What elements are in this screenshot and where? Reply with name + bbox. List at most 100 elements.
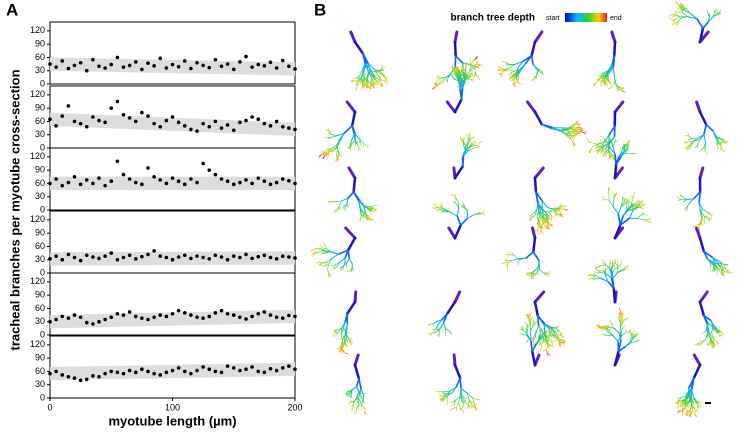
data-point <box>128 64 132 68</box>
tree-branch <box>720 271 722 273</box>
x-tick-label: 100 <box>165 402 180 412</box>
tree-branch <box>693 410 695 414</box>
data-point <box>195 254 199 258</box>
tree-branch <box>372 71 378 72</box>
tree-branch <box>502 61 505 62</box>
tree-branch <box>324 242 325 245</box>
tree-branch <box>366 145 368 148</box>
tree-branch <box>679 199 683 200</box>
tree-branch <box>455 100 461 112</box>
tree-branch <box>480 65 483 66</box>
tree-branch <box>460 378 461 388</box>
tree-branch <box>463 155 464 166</box>
data-point <box>232 313 236 317</box>
data-point <box>158 313 162 317</box>
data-point <box>244 317 248 321</box>
y-tick-label: 0 <box>40 329 45 339</box>
data-point <box>201 122 205 126</box>
tree-branch <box>352 387 357 390</box>
tree-branch <box>594 271 597 273</box>
tree-branch <box>550 345 553 346</box>
data-point <box>263 253 267 257</box>
tree-branch <box>609 200 613 206</box>
tree-branch <box>370 219 372 222</box>
data-point <box>134 257 138 261</box>
tree-branch <box>677 406 679 409</box>
data-point <box>48 257 52 261</box>
tree-branch <box>531 341 532 351</box>
tree-branch <box>541 231 544 234</box>
tree-branch <box>631 199 632 204</box>
tree-branch <box>444 323 446 329</box>
data-point <box>287 126 291 130</box>
data-point <box>207 257 211 261</box>
tree-branch <box>467 215 473 218</box>
data-point <box>220 126 224 130</box>
data-point <box>269 183 273 187</box>
data-point <box>79 183 83 187</box>
data-point <box>287 314 291 318</box>
tree-branch <box>476 147 479 148</box>
tree-branch <box>472 142 475 143</box>
tree-branch <box>672 15 675 16</box>
tree-branch <box>328 154 329 158</box>
tree-branch <box>530 214 533 217</box>
tree-branch <box>561 336 564 337</box>
tree-branch <box>555 340 558 341</box>
tree-branch <box>358 148 359 151</box>
tree-branch <box>383 67 385 69</box>
tree-branch <box>677 18 680 22</box>
tree-branch <box>479 141 482 142</box>
tree-branch <box>461 88 462 100</box>
tree-branch <box>618 206 621 214</box>
tree-branch <box>547 271 550 273</box>
data-point <box>281 177 285 181</box>
data-point <box>171 312 175 316</box>
tree-branch <box>701 147 704 150</box>
tree-branch <box>322 265 325 266</box>
data-point <box>165 66 169 70</box>
tree-branch <box>712 327 714 332</box>
tree-branch <box>597 272 601 273</box>
data-point <box>183 183 187 187</box>
tree-branch <box>604 199 609 200</box>
data-point <box>122 65 126 69</box>
tree-branch <box>462 410 463 413</box>
tree-branch <box>518 259 520 262</box>
tree-branch <box>440 323 443 329</box>
data-point <box>177 179 181 183</box>
data-point <box>214 253 218 257</box>
data-point <box>97 375 101 379</box>
tree-branch <box>336 149 337 155</box>
tree-branch <box>591 146 593 149</box>
tree-branch <box>697 410 698 413</box>
tree-branch <box>571 139 572 143</box>
tree-branch <box>636 340 639 341</box>
tree-branch <box>637 333 638 336</box>
tree-branch <box>723 150 725 152</box>
y-tick-label: 0 <box>40 392 45 402</box>
tree-branch <box>645 215 648 216</box>
tree-branch <box>347 302 355 314</box>
data-point <box>152 122 156 126</box>
y-tick-label: 30 <box>35 129 45 139</box>
data-point <box>134 60 138 64</box>
tree-trunk <box>455 32 457 42</box>
data-point <box>134 371 138 375</box>
y-tick-label: 60 <box>35 366 45 376</box>
tree-branch <box>701 333 704 334</box>
tree-branch <box>331 134 336 136</box>
data-point <box>214 370 218 374</box>
tree-branch <box>540 269 544 273</box>
tree-branch <box>612 83 615 87</box>
data-point <box>122 173 126 177</box>
data-point <box>256 63 260 67</box>
data-point <box>207 66 211 70</box>
tree-branch <box>370 206 374 207</box>
tree-branch <box>620 308 621 311</box>
tree-branch <box>583 132 586 133</box>
tree-images <box>311 1 733 417</box>
tree-branch <box>353 78 356 79</box>
tree-branch <box>697 342 700 344</box>
tree-branch <box>352 126 354 135</box>
